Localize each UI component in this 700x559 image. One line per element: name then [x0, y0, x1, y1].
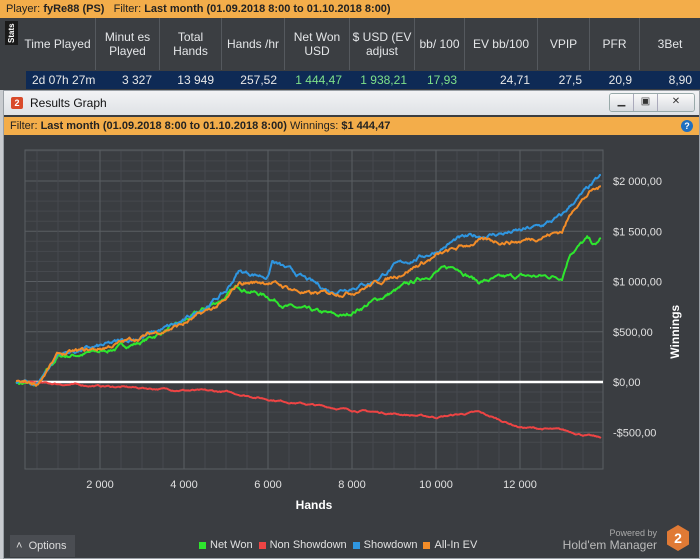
column-header[interactable]: VPIP: [538, 18, 590, 70]
column-header[interactable]: Hands /hr: [222, 18, 285, 70]
x-tick-label: 12 000: [503, 479, 537, 491]
legend-swatch: [199, 541, 206, 549]
table-cell: 13 949: [177, 73, 214, 87]
column-header[interactable]: EV bb/100: [465, 18, 538, 70]
legend-item[interactable]: Non Showdown: [258, 538, 347, 552]
results-graph-window: 2 Results Graph ▁ ▣ ✕ Filter: Last month…: [3, 90, 700, 559]
table-cell: 8,90: [668, 73, 692, 87]
y-tick-label: $2 000,00: [613, 176, 662, 188]
window-title: Results Graph: [30, 96, 107, 110]
stats-table: Stats Time Played Minut es Played Total Ha…: [0, 18, 700, 90]
filter-label: Filter:: [10, 120, 38, 132]
graph-filter-bar: Filter: Last month (01.09.2018 8:00 to 0…: [4, 117, 699, 135]
y-axis-label: Winnings: [668, 304, 682, 358]
winnings-value: $1 444,47: [341, 120, 391, 132]
table-cell: 1 444,47: [295, 73, 342, 87]
y-tick-label: $1 500,00: [613, 226, 662, 238]
series-line-all-in-ev: [15, 185, 601, 387]
stats-tab[interactable]: Stats: [5, 21, 18, 45]
hm2-logo-icon: 2: [11, 97, 23, 109]
table-cell: 17,93: [426, 73, 457, 87]
y-tick-label: $1 000,00: [613, 277, 662, 289]
table-cell: 24,71: [499, 73, 530, 87]
legend-swatch: [352, 541, 360, 549]
column-header[interactable]: Net Won USD: [285, 18, 350, 70]
player-name: fyRe88 (PS): [43, 3, 105, 15]
table-row[interactable]: 2d 07h 27m 3 327 13 949 257,52 1 444,47 1 938…: [26, 71, 700, 89]
legend-label: All-In EV: [434, 539, 478, 551]
maximize-button[interactable]: ▣: [634, 94, 658, 111]
y-tick-label: $500,00: [613, 327, 653, 339]
player-filter-bar: Player: fyRe88 (PS) Filter: Last month (…: [0, 0, 700, 18]
x-tick-label: 4 000: [170, 479, 198, 491]
legend: Net Won Non Showdown Showdown All-In EV: [199, 538, 477, 552]
title-bar[interactable]: 2 Results Graph ▁ ▣ ✕: [4, 91, 699, 115]
legend-label: Net Won: [210, 539, 253, 551]
series-line-net-won: [15, 235, 602, 387]
legend-item[interactable]: All-In EV: [423, 538, 477, 552]
column-header[interactable]: Total Hands: [160, 18, 222, 70]
column-header[interactable]: Minut es Played: [96, 18, 160, 70]
column-header[interactable]: Time Played: [20, 18, 96, 70]
legend-swatch: [423, 541, 431, 549]
options-label: Options: [28, 540, 67, 552]
x-tick-label: 10 000: [419, 479, 453, 491]
winnings-label: Winnings:: [290, 120, 339, 132]
minimize-button[interactable]: ▁: [610, 94, 634, 111]
legend-swatch: [258, 541, 266, 549]
filter-value[interactable]: Last month (01.09.2018 8:00 to 01.10.201…: [40, 120, 287, 132]
column-header[interactable]: $ USD (EV adjust: [350, 18, 415, 70]
table-cell: 20,9: [608, 73, 632, 87]
series-line-showdown: [16, 173, 601, 387]
close-button[interactable]: ✕: [658, 94, 694, 111]
legend-item[interactable]: Showdown: [352, 538, 418, 552]
powered-by: Powered by Hold'em Manager: [563, 527, 657, 551]
x-axis-label: Hands: [296, 498, 333, 511]
results-chart: 2 000 4 000 6 000 8 000 10 000 12 000 -$500,00…: [15, 149, 682, 511]
legend-item[interactable]: Net Won: [199, 538, 253, 552]
table-cell: 3 327: [121, 73, 152, 87]
column-header[interactable]: bb/ 100: [415, 18, 465, 70]
filter-value[interactable]: Last month (01.09.2018 8:00 to 01.10.201…: [144, 3, 391, 15]
x-tick-label: 6 000: [254, 479, 282, 491]
legend-label: Showdown: [363, 539, 418, 551]
y-tick-label: -$500,00: [613, 427, 656, 439]
plot-frame: [24, 149, 604, 470]
x-tick-label: 8 000: [338, 479, 366, 491]
chevron-up-icon: ˄: [16, 540, 23, 552]
x-tick-label: 2 000: [86, 479, 114, 491]
table-cell: 1 938,21: [360, 73, 407, 87]
column-header[interactable]: 3Bet: [657, 37, 683, 51]
table-cell: 27,5: [558, 73, 582, 87]
series-line-non-showdown: [15, 380, 602, 439]
column-header[interactable]: PFR: [590, 18, 640, 70]
powered-by-label: Powered by: [609, 528, 657, 538]
options-button[interactable]: ˄ Options: [10, 535, 75, 557]
help-icon[interactable]: ?: [681, 120, 693, 132]
table-cell: 257,52: [240, 73, 277, 87]
player-label: Player:: [6, 3, 41, 15]
y-tick-label: $0,00: [613, 377, 641, 389]
table-cell: 2d 07h 27m: [32, 73, 96, 87]
filter-label: Filter:: [113, 3, 142, 15]
hm2-hex-logo-icon: 2: [667, 525, 689, 551]
legend-label: Non Showdown: [269, 539, 347, 551]
brand-name: Hold'em Manager: [562, 538, 657, 552]
